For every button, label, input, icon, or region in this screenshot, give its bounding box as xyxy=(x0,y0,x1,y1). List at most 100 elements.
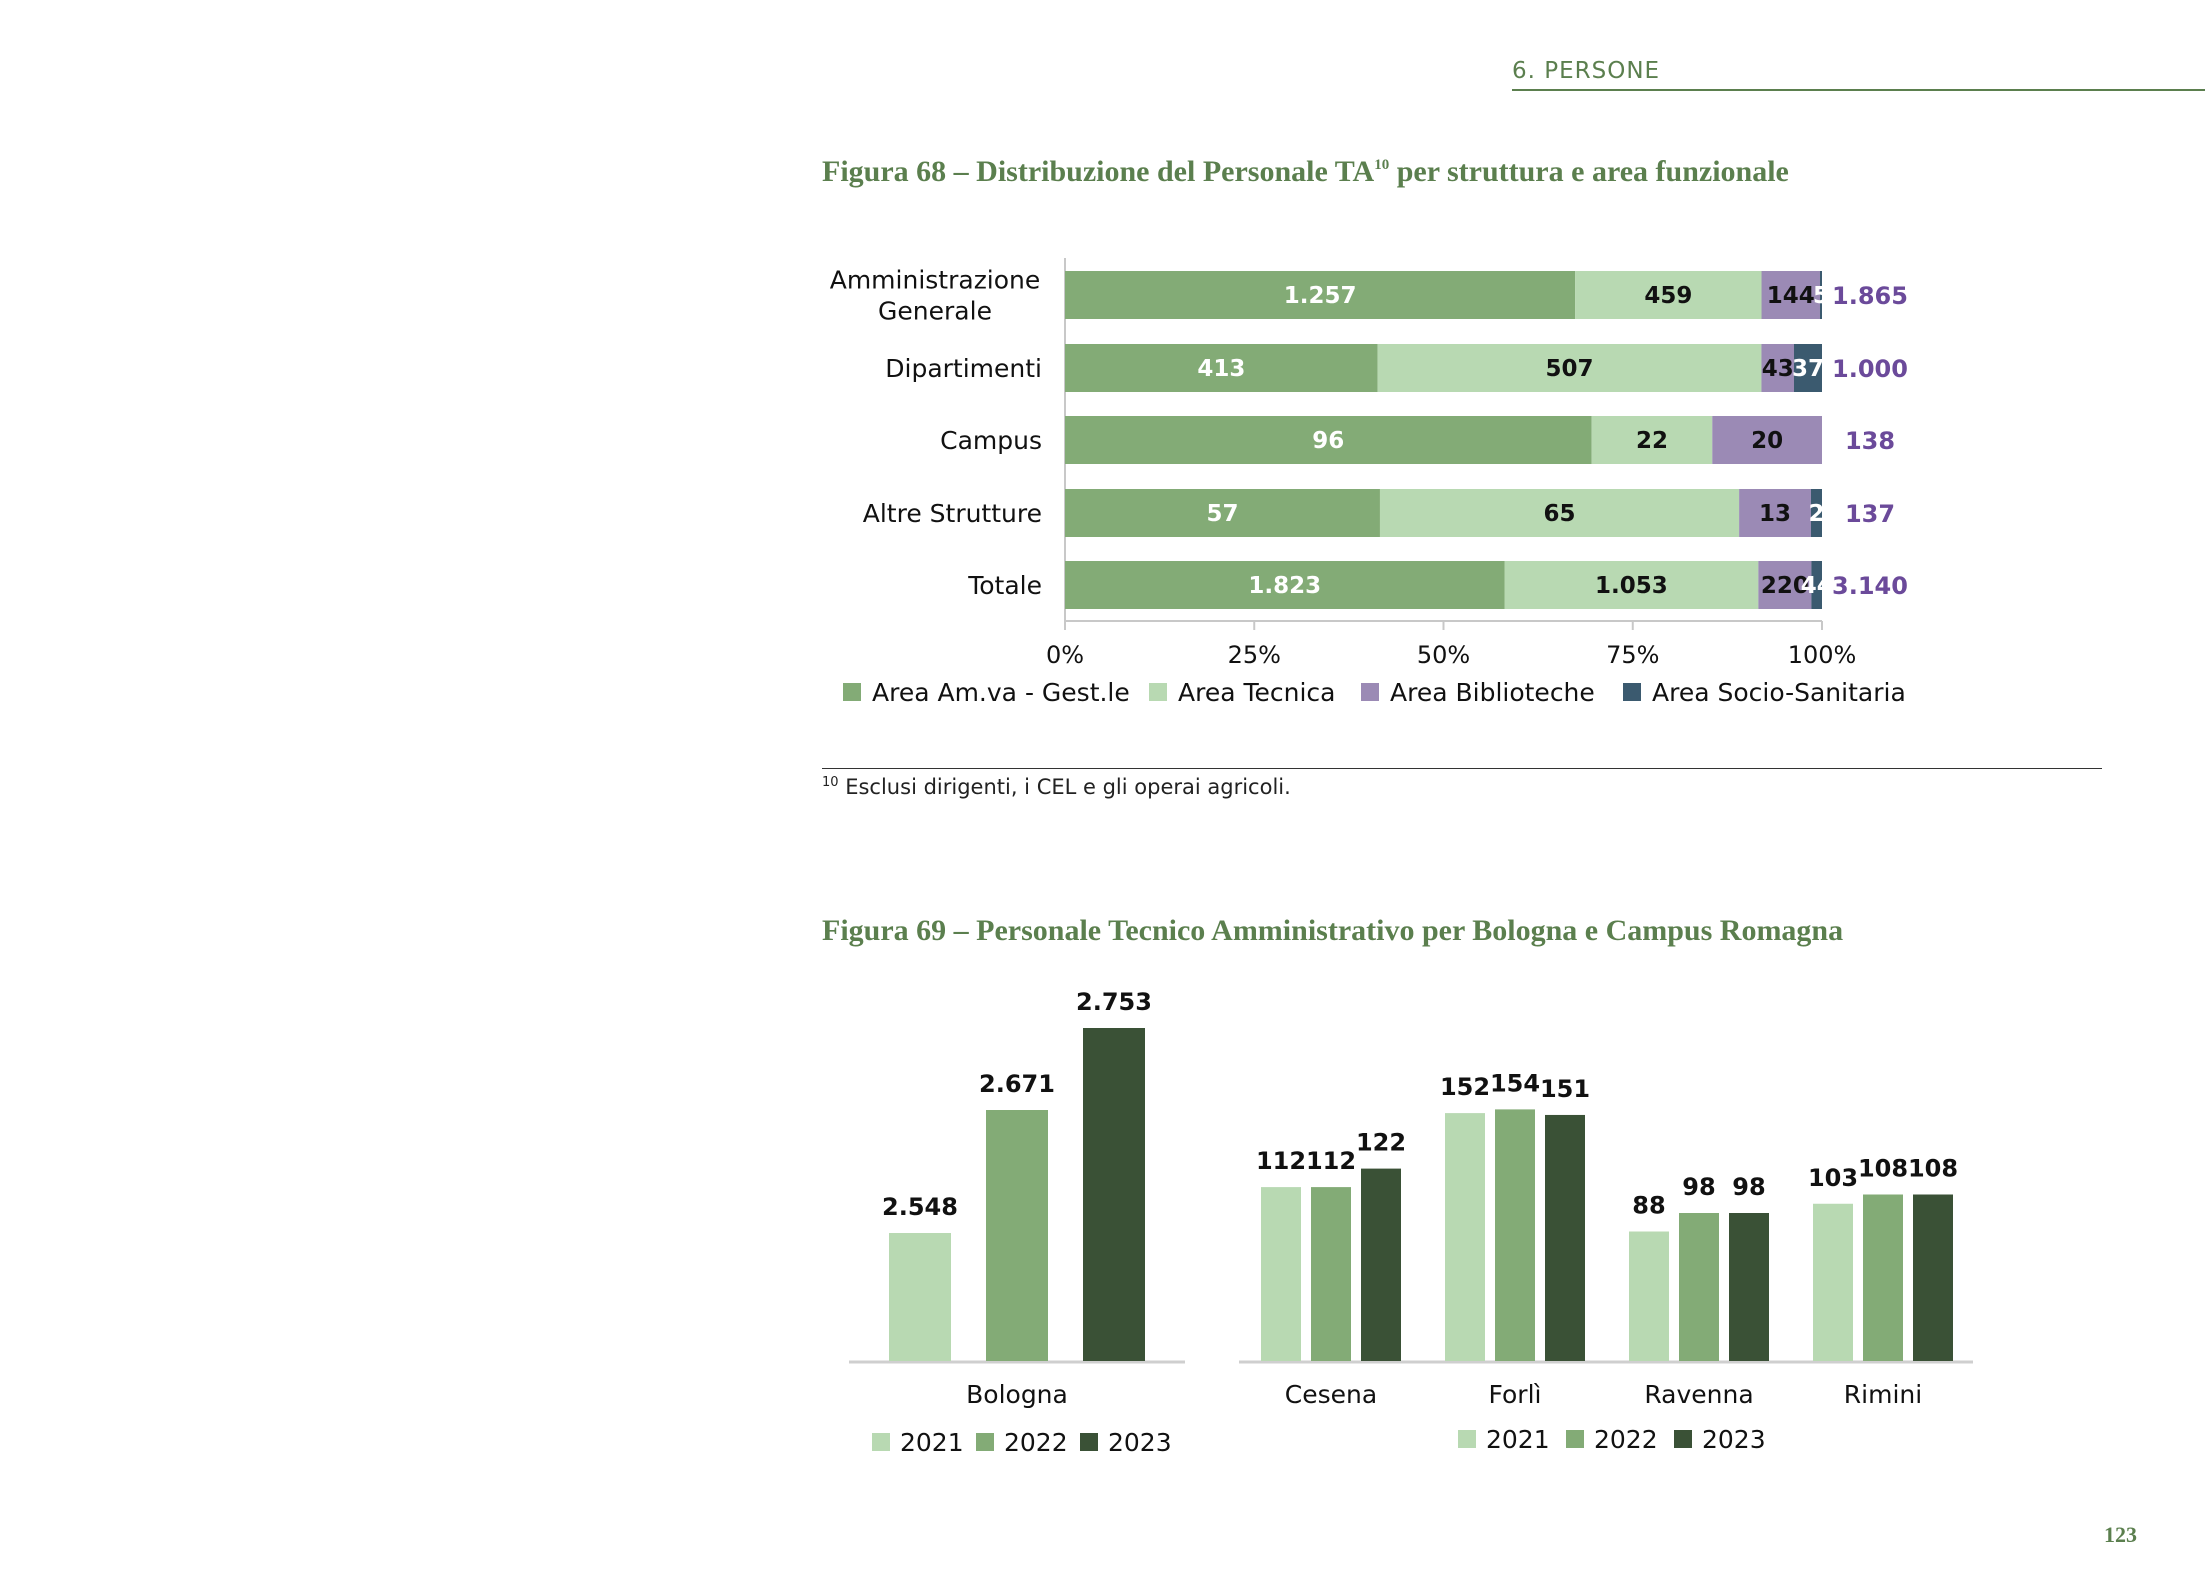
figure-68-title-suffix: per struttura e area funzionale xyxy=(1396,155,1789,188)
legend-label: Area Am.va - Gest.le xyxy=(872,678,1130,707)
data-label: 459 xyxy=(1644,283,1692,309)
legend-label: 2022 xyxy=(1594,1425,1658,1454)
footnote-marker: 10 xyxy=(822,775,839,790)
bar-segment-area-socio-sanitaria xyxy=(1793,344,1822,392)
bar-segment-area-biblioteche xyxy=(1761,271,1820,319)
section-header: 6. PERSONE xyxy=(1512,58,1661,84)
total-label: 138 xyxy=(1845,427,1895,455)
bar-segment-area-tecnica xyxy=(1379,489,1740,537)
total-label: 1.865 xyxy=(1832,282,1908,310)
bar-forl-2023 xyxy=(1545,1114,1585,1361)
x-tick-label: 75% xyxy=(1606,641,1659,669)
x-tick-label: 0% xyxy=(1046,641,1084,669)
legend-label: 2022 xyxy=(1004,1428,1068,1457)
data-label: 2 xyxy=(1808,501,1824,527)
legend-swatch-area-biblioteche xyxy=(1361,683,1379,701)
legend-swatch-area-socio-sanitaria xyxy=(1623,683,1641,701)
bar-segment-area-biblioteche xyxy=(1712,416,1822,464)
legend-label: 2023 xyxy=(1702,1425,1766,1454)
data-label: 507 xyxy=(1546,356,1594,382)
bar-segment-area-socio-sanitaria xyxy=(1819,271,1822,319)
data-label: 108 xyxy=(1858,1155,1908,1183)
bar-segment-area-tecnica xyxy=(1377,344,1762,392)
figure-68-title-text: Figura 68 – Distribuzione del Personale … xyxy=(822,155,1375,188)
stacked-bar-chart-figure-68: 0% 25% 50% 75% 100% Amministrazione Generale 1.… xyxy=(830,258,1908,707)
bar-cesena-2023 xyxy=(1361,1168,1401,1361)
bar-segment-area-am-va-gest-le xyxy=(1065,416,1592,464)
bar-segment-area-socio-sanitaria xyxy=(1811,561,1822,609)
legend-label: Area Biblioteche xyxy=(1390,678,1595,707)
bar-cesena-2022 xyxy=(1311,1187,1351,1361)
data-label: 413 xyxy=(1197,356,1245,382)
data-label: 122 xyxy=(1356,1129,1406,1157)
footnote: 10 Esclusi dirigenti, i CEL e gli operai… xyxy=(822,775,1291,799)
data-label: 96 xyxy=(1312,428,1344,454)
data-label: 88 xyxy=(1632,1192,1665,1220)
legend-label: Area Socio-Sanitaria xyxy=(1652,678,1906,707)
legend-label: 2021 xyxy=(900,1428,964,1457)
data-label: 154 xyxy=(1490,1069,1540,1097)
x-tick-label: 25% xyxy=(1228,641,1281,669)
section-header-rule xyxy=(1512,89,2205,91)
bar-segment-area-biblioteche xyxy=(1739,489,1811,537)
legend-label: Area Tecnica xyxy=(1178,678,1335,707)
data-label: 37 xyxy=(1792,356,1824,382)
bar-bologna-2021 xyxy=(889,1233,951,1361)
data-label: 151 xyxy=(1540,1075,1590,1103)
data-label: 2.671 xyxy=(979,1070,1055,1098)
data-label: 57 xyxy=(1206,501,1238,527)
legend-swatch-2022 xyxy=(976,1433,994,1451)
bar-bologna-2022 xyxy=(986,1110,1048,1361)
bar-segment-area-am-va-gest-le xyxy=(1065,489,1380,537)
data-label: 44 xyxy=(1801,573,1833,599)
category-label: Amministrazione Generale xyxy=(830,266,1041,326)
bar-segment-area-tecnica xyxy=(1591,416,1713,464)
category-label: Totale xyxy=(967,571,1042,600)
data-label: 152 xyxy=(1440,1073,1490,1101)
category-label: Campus xyxy=(940,426,1042,455)
legend-swatch-2021 xyxy=(872,1433,890,1451)
data-label: 1.823 xyxy=(1248,573,1321,599)
footnote-reference: 10 xyxy=(1374,157,1390,173)
data-label: 103 xyxy=(1808,1164,1858,1192)
footnote-rule xyxy=(822,768,2102,769)
total-label: 1.000 xyxy=(1832,355,1908,383)
data-label: 13 xyxy=(1759,501,1791,527)
x-tick-label: 50% xyxy=(1417,641,1470,669)
category-label: Forlì xyxy=(1489,1380,1542,1409)
data-label: 22 xyxy=(1636,428,1668,454)
bar-ravenna-2022 xyxy=(1679,1213,1719,1361)
legend-label: 2023 xyxy=(1108,1428,1172,1457)
category-label: Rimini xyxy=(1844,1380,1922,1409)
figure-68-title: Figura 68 – Distribuzione del Personale … xyxy=(822,155,1789,189)
data-label: 20 xyxy=(1751,428,1783,454)
category-label: Dipartimenti xyxy=(885,354,1042,383)
data-label: 2.753 xyxy=(1076,988,1152,1016)
bar-segment-area-tecnica xyxy=(1504,561,1759,609)
data-label: 2.548 xyxy=(882,1193,958,1221)
page-number: 123 xyxy=(2104,1522,2137,1547)
data-label: 43 xyxy=(1762,356,1794,382)
data-label: 5 xyxy=(1813,283,1829,309)
data-label: 98 xyxy=(1732,1173,1765,1201)
data-label: 1.053 xyxy=(1595,573,1668,599)
bar-segment-area-tecnica xyxy=(1575,271,1762,319)
bar-bologna-2023 xyxy=(1083,1028,1145,1361)
bar-segment-area-socio-sanitaria xyxy=(1810,489,1822,537)
footnote-text: Esclusi dirigenti, i CEL e gli operai ag… xyxy=(838,775,1291,799)
bar-segment-area-am-va-gest-le xyxy=(1065,271,1576,319)
total-label: 3.140 xyxy=(1832,572,1908,600)
x-tick-label: 100% xyxy=(1788,641,1857,669)
category-label: Ravenna xyxy=(1644,1380,1753,1409)
category-label: Cesena xyxy=(1285,1380,1377,1409)
category-label: Bologna xyxy=(966,1380,1068,1409)
data-label: 98 xyxy=(1682,1173,1715,1201)
data-label: 1.257 xyxy=(1284,283,1357,309)
bar-rimini-2021 xyxy=(1813,1203,1853,1361)
bar-cesena-2021 xyxy=(1261,1187,1301,1361)
bar-forl-2022 xyxy=(1495,1109,1535,1361)
category-label: Altre Strutture xyxy=(863,499,1042,528)
legend-swatch-area-tecnica xyxy=(1149,683,1167,701)
bar-segment-area-biblioteche xyxy=(1758,561,1812,609)
